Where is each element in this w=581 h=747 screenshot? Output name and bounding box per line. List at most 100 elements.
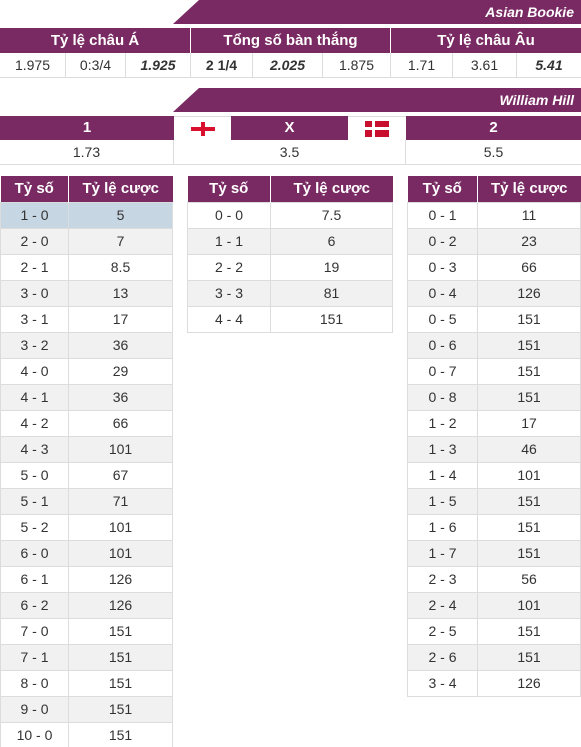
total-goals-header: Tổng số bàn thắng (191, 28, 391, 53)
draw-odds: 3.5 (174, 140, 406, 164)
odds-cell: 151 (68, 669, 173, 697)
table-row: 1 - 6 151 (407, 513, 581, 541)
table-row: 0 - 5 151 (407, 305, 581, 333)
score-header: Tỷ số (187, 176, 271, 202)
european-odds-header: Tỷ lệ châu Âu (437, 32, 535, 49)
odds-value: 5.41 (535, 57, 563, 73)
score-cell: 6 - 1 (0, 565, 69, 593)
score-cell: 4 - 3 (0, 435, 69, 463)
draw-label: X (231, 116, 348, 140)
odds-cell: 151 (477, 487, 581, 515)
score-cell: 2 - 6 (407, 643, 478, 671)
table-row: 0 - 2 23 (407, 227, 581, 255)
table-row: 0 - 3 66 (407, 253, 581, 281)
table-row: 8 - 0 151 (0, 669, 173, 697)
asian-bookie-banner: Asian Bookie (0, 0, 581, 26)
odds-cell: 36 (68, 331, 173, 359)
asian-bookie-values: 1.975 0:3/4 1.925 2 1/4 2.025 1.875 1.71… (0, 53, 581, 78)
away-odds: 5.5 (483, 144, 504, 160)
odds-value: 1.875 (323, 53, 391, 77)
table-row: 4 - 2 66 (0, 409, 173, 437)
table-row: 0 - 4 126 (407, 279, 581, 307)
table-row: 2 - 5 151 (407, 617, 581, 645)
home-odds: 1.73 (0, 140, 174, 164)
home-label: 1 (0, 116, 174, 140)
score-cell: 0 - 4 (407, 279, 478, 307)
score-cell: 2 - 5 (407, 617, 478, 645)
odds-cell: 151 (477, 617, 581, 645)
odds-cell: 101 (477, 461, 581, 489)
score-cell: 10 - 0 (0, 721, 69, 747)
table-row: 2 - 6 151 (407, 643, 581, 671)
odds-cell: 46 (477, 435, 581, 463)
odds-value: 0:3/4 (66, 53, 126, 77)
score-header: Tỷ số (0, 176, 69, 202)
score-cell: 3 - 4 (407, 669, 478, 697)
table-row: 1 - 2 17 (407, 409, 581, 437)
table-row: 0 - 8 151 (407, 383, 581, 411)
table-row: 2 - 3 56 (407, 565, 581, 593)
score-cell: 3 - 0 (0, 279, 69, 307)
score-cell: 4 - 2 (0, 409, 69, 437)
score-cell: 8 - 0 (0, 669, 69, 697)
odds-cell: 19 (270, 253, 393, 281)
table-row: 2 - 4 101 (407, 591, 581, 619)
odds-cell: 13 (68, 279, 173, 307)
score-cell: 0 - 1 (407, 201, 478, 229)
score-cell: 1 - 2 (407, 409, 478, 437)
table-row: 2 - 1 8.5 (0, 253, 173, 281)
odds-value: 2 1/4 (191, 53, 253, 77)
table-row: 2 - 2 19 (187, 253, 393, 281)
score-cell: 5 - 1 (0, 487, 69, 515)
table-row: 0 - 6 151 (407, 331, 581, 359)
table-row: 6 - 2 126 (0, 591, 173, 619)
odds-cell: 126 (68, 591, 173, 619)
william-hill-header: 1 X 2 (0, 116, 581, 140)
score-cell: 7 - 0 (0, 617, 69, 645)
odds-cell: 71 (68, 487, 173, 515)
odds-cell: 66 (477, 253, 581, 281)
table-row: 7 - 0 151 (0, 617, 173, 645)
odds-cell: 6 (270, 227, 393, 255)
table-row: 1 - 7 151 (407, 539, 581, 567)
odds-cell: 151 (68, 695, 173, 723)
score-cell: 0 - 7 (407, 357, 478, 385)
odds-cell: 56 (477, 565, 581, 593)
score-cell: 6 - 0 (0, 539, 69, 567)
table-row: 3 - 4 126 (407, 669, 581, 697)
score-cell: 0 - 8 (407, 383, 478, 411)
score-cell: 4 - 0 (0, 357, 69, 385)
odds-cell: 151 (477, 331, 581, 359)
william-hill-banner: William Hill (0, 88, 581, 114)
denmark-flag-icon (365, 120, 389, 137)
table-row: 3 - 1 17 (0, 305, 173, 333)
score-cell: 3 - 1 (0, 305, 69, 333)
odds-cell: 36 (68, 383, 173, 411)
england-flag-icon (190, 121, 215, 136)
table-row: 4 - 4 151 (187, 305, 393, 333)
score-cell: 1 - 0 (0, 201, 69, 229)
score-cell: 2 - 0 (0, 227, 69, 255)
odds-header: Tỷ lệ cược (68, 176, 173, 202)
table-row: 9 - 0 151 (0, 695, 173, 723)
score-cell: 1 - 4 (407, 461, 478, 489)
odds-cell: 7.5 (270, 201, 393, 229)
table-row: 6 - 0 101 (0, 539, 173, 567)
odds-cell: 7 (68, 227, 173, 255)
odds-cell: 11 (477, 201, 581, 229)
table-row: 3 - 3 81 (187, 279, 393, 307)
away-wins-table: Tỷ số Tỷ lệ cược 0 - 1 11 0 - 2 23 0 - 3 66 0 … (407, 176, 581, 697)
score-cell: 5 - 0 (0, 461, 69, 489)
table-row: 5 - 2 101 (0, 513, 173, 541)
asian-handicap-header: Tỷ lệ châu Á (0, 28, 191, 53)
score-cell: 2 - 2 (187, 253, 271, 281)
table-row: 7 - 1 151 (0, 643, 173, 671)
odds-cell: 101 (477, 591, 581, 619)
table-row: 5 - 1 71 (0, 487, 173, 515)
odds-cell: 17 (68, 305, 173, 333)
odds-cell: 23 (477, 227, 581, 255)
